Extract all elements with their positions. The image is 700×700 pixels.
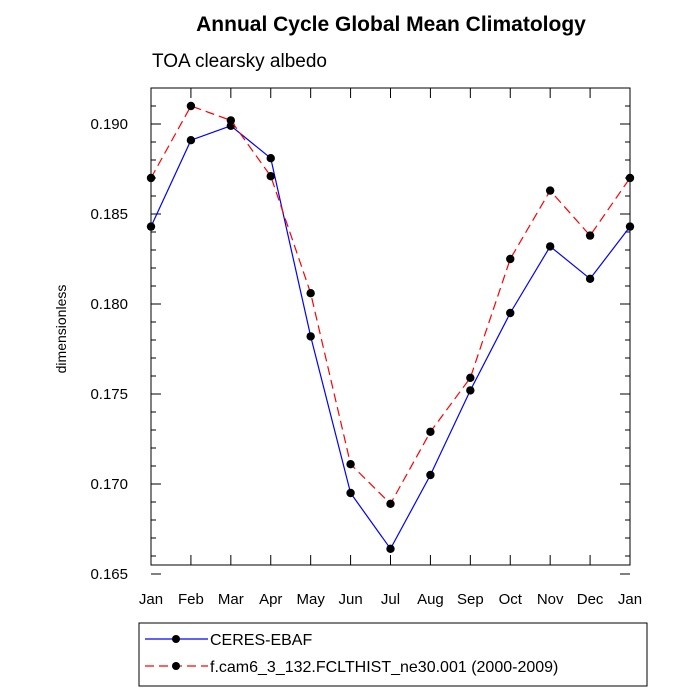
series-line-1 bbox=[150, 105, 631, 505]
plot-frame bbox=[150, 87, 631, 566]
series-1-point bbox=[186, 101, 196, 111]
x-tick-label: Mar bbox=[218, 591, 244, 608]
series-0-point bbox=[426, 470, 435, 480]
series-0-point bbox=[186, 136, 196, 145]
x-tick-label: Jan bbox=[618, 591, 642, 608]
y-tick-label: 0.185 bbox=[90, 206, 128, 223]
legend-box bbox=[138, 622, 648, 687]
x-tick-label: Nov bbox=[537, 591, 564, 608]
series-1-point bbox=[306, 289, 315, 298]
series-0-point bbox=[346, 488, 355, 498]
series-0-point bbox=[306, 332, 315, 341]
x-tick-label: Jul bbox=[381, 591, 400, 608]
legend-label-model: f.cam6_3_132.FCLTHIST_ne30.001 (2000-200… bbox=[210, 659, 558, 676]
series-1-point bbox=[506, 254, 515, 264]
y-tick-label: 0.180 bbox=[90, 296, 128, 313]
series-0-point bbox=[545, 242, 555, 251]
x-tick-label: Dec bbox=[577, 591, 604, 608]
x-tick-label: Feb bbox=[178, 591, 204, 608]
y-axis-label: dimensionless bbox=[53, 285, 69, 374]
series-1-point bbox=[545, 186, 555, 195]
series-1-point bbox=[466, 373, 475, 382]
x-tick-labels: Jan Feb Mar Apr May Jun Jul Aug Sep Oct Nov Dec Jan bbox=[139, 591, 642, 608]
y-tick-label: 0.190 bbox=[90, 116, 128, 133]
series-1-point bbox=[266, 172, 275, 181]
chart-subtitle: TOA clearsky albedo bbox=[152, 51, 327, 72]
x-tick-label: Oct bbox=[499, 591, 523, 608]
legend-marker-ceres bbox=[172, 635, 180, 643]
y-tick-label: 0.165 bbox=[90, 566, 128, 583]
y-tick-label: 0.170 bbox=[90, 476, 128, 493]
axis-ticks bbox=[150, 87, 631, 575]
legend-marker-model bbox=[172, 662, 180, 670]
chart-title: Annual Cycle Global Mean Climatology bbox=[196, 13, 586, 36]
series-0-point bbox=[386, 544, 395, 553]
series-0-point bbox=[466, 386, 475, 395]
series-1-point bbox=[585, 231, 595, 240]
legend-label-ceres: CERES-EBAF bbox=[210, 632, 312, 649]
x-tick-label: Jan bbox=[139, 591, 163, 608]
series-line-0 bbox=[150, 125, 631, 550]
x-tick-label: Jun bbox=[338, 591, 362, 608]
series-0-point bbox=[266, 154, 275, 163]
series-layer bbox=[146, 101, 635, 553]
series-1-point bbox=[386, 499, 395, 508]
x-tick-label: Aug bbox=[417, 591, 444, 608]
y-tick-labels: 0.165 0.170 0.175 0.180 0.185 0.190 bbox=[90, 116, 128, 583]
legend: CERES-EBAF f.cam6_3_132.FCLTHIST_ne30.00… bbox=[138, 622, 648, 687]
series-0-point bbox=[585, 274, 595, 283]
x-tick-label: Sep bbox=[457, 591, 484, 608]
series-1-point bbox=[426, 427, 435, 436]
series-1-point bbox=[346, 460, 355, 469]
series-0-point bbox=[506, 308, 515, 318]
series-1-point bbox=[226, 116, 236, 125]
x-tick-label: May bbox=[296, 591, 325, 608]
x-tick-label: Apr bbox=[259, 591, 282, 608]
y-tick-label: 0.175 bbox=[90, 386, 128, 403]
